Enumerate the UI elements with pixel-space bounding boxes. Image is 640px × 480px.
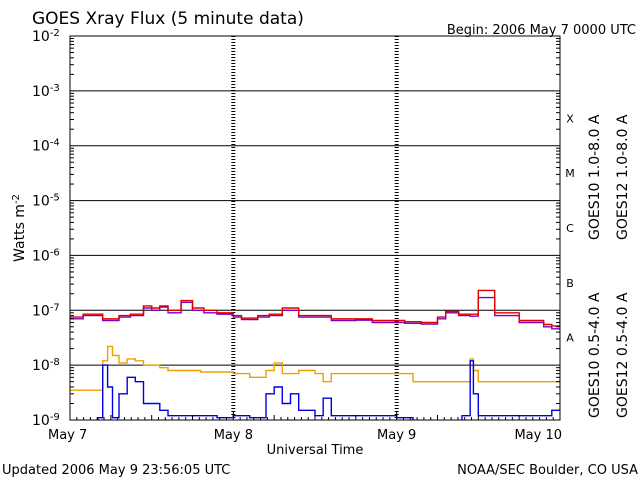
flare-class-label: M <box>565 167 575 180</box>
flare-class-label: X <box>566 112 574 125</box>
y-tick-label: 10-2 <box>32 28 60 46</box>
legend-goes12-short: GOES12 0.5-4.0 A <box>615 292 631 418</box>
y-tick-label: 10-4 <box>32 137 60 155</box>
series-lines <box>70 289 560 420</box>
y-tick-label: 10-3 <box>32 82 60 100</box>
x-tick-label: May 8 <box>214 428 253 443</box>
x-axis-ticks: May 7 May 8 May 9 May 10 <box>48 412 562 443</box>
y-axis-ticks: 10-9 10-8 10-7 10-6 10-5 10-4 10-3 10-2 <box>32 28 560 430</box>
legend-goes12-long: GOES12 1.0-8.0 A <box>615 114 631 240</box>
flare-class-label: A <box>566 332 574 345</box>
chart-title: GOES Xray Flux (5 minute data) <box>32 9 304 29</box>
flare-class-labels: A B C M X <box>565 112 575 344</box>
y-tick-label: 10-5 <box>32 192 60 210</box>
legend-goes10-long: GOES10 1.0-8.0 A <box>587 114 603 240</box>
y-tick-label: 10-7 <box>32 302 60 320</box>
credit-label: NOAA/SEC Boulder, CO USA <box>457 463 638 478</box>
x-tick-label: May 9 <box>377 428 416 443</box>
y-axis-label: Watts m-2 <box>11 194 29 262</box>
x-axis-label: Universal Time <box>267 443 364 458</box>
updated-timestamp: Updated 2006 May 9 23:56:05 UTC <box>2 463 230 478</box>
series-line-1 <box>70 289 560 327</box>
day-marks <box>231 36 399 420</box>
flare-class-label: B <box>566 277 574 290</box>
x-tick-label: May 7 <box>48 428 87 443</box>
y-tick-label: 10-6 <box>32 247 60 265</box>
y-tick-label: 10-9 <box>32 412 60 430</box>
legend-goes10-short: GOES10 0.5-4.0 A <box>587 292 603 418</box>
y-tick-label: 10-8 <box>32 357 60 375</box>
series-line-3 <box>97 360 560 420</box>
begin-date-label: Begin: 2006 May 7 0000 UTC <box>447 23 636 38</box>
flare-class-label: C <box>566 222 574 235</box>
grid-lines <box>70 90 560 366</box>
x-tick-label: May 10 <box>514 428 562 443</box>
